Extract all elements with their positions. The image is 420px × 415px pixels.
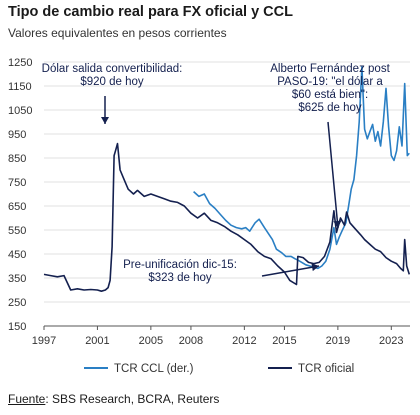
annotation-text: $323 de hoy — [148, 272, 212, 284]
source-note: Fuente: SBS Research, BCRA, Reuters — [8, 392, 219, 406]
y-tick-label: 550 — [8, 225, 26, 237]
y-tick-label: 650 — [8, 201, 26, 213]
x-tick-label: 2015 — [272, 335, 296, 347]
x-tick-label: 2001 — [85, 335, 109, 347]
chart-title: Tipo de cambio real para FX oficial y CC… — [8, 4, 293, 20]
series-line-ccl — [193, 66, 410, 270]
y-tick-label: 950 — [8, 129, 26, 141]
annotation-arrowhead — [311, 263, 319, 272]
y-tick-label: 750 — [8, 177, 26, 189]
series-line-oficial — [43, 142, 411, 292]
x-tick-label: 1997 — [32, 335, 56, 347]
source-text: : SBS Research, BCRA, Reuters — [45, 392, 220, 406]
chart-subtitle: Valores equivalentes en pesos corrientes — [8, 26, 227, 40]
x-tick-label: 2008 — [179, 335, 203, 347]
y-tick-label: 1150 — [8, 81, 32, 93]
y-tick-label: 850 — [8, 153, 26, 165]
y-tick-label: 1050 — [8, 105, 32, 117]
x-tick-label: 2005 — [139, 335, 163, 347]
y-tick-label: 350 — [8, 273, 26, 285]
x-tick-label: 2019 — [326, 335, 350, 347]
source-label: Fuente — [8, 392, 46, 406]
legend-label-ccl: TCR CCL (der.) — [114, 363, 194, 375]
y-tick-label: 150 — [8, 321, 26, 333]
annotation-arrow — [327, 121, 339, 229]
annotation-arrowhead — [333, 220, 342, 228]
x-tick-label: 2023 — [379, 335, 403, 347]
x-tick-label: 2012 — [232, 335, 256, 347]
annotation-arrowhead — [101, 117, 109, 124]
annotation-text: $625 de hoy — [298, 102, 362, 114]
annotation-text: $60 está bien": — [292, 89, 368, 101]
annotation-text: Pre-unificación dic-15: — [123, 259, 237, 271]
annotation-arrow — [261, 265, 320, 277]
annotation-text: PASO-19: "el dólar a — [277, 76, 383, 88]
annotation-text: Dólar salida convertibilidad: — [42, 63, 183, 75]
y-tick-label: 1250 — [8, 57, 32, 69]
annotation-text: Alberto Fernández post — [270, 63, 390, 75]
annotation-text: $920 de hoy — [80, 76, 144, 88]
y-tick-label: 250 — [8, 297, 26, 309]
legend-label-oficial: TCR oficial — [298, 363, 354, 375]
y-tick-label: 450 — [8, 249, 26, 261]
